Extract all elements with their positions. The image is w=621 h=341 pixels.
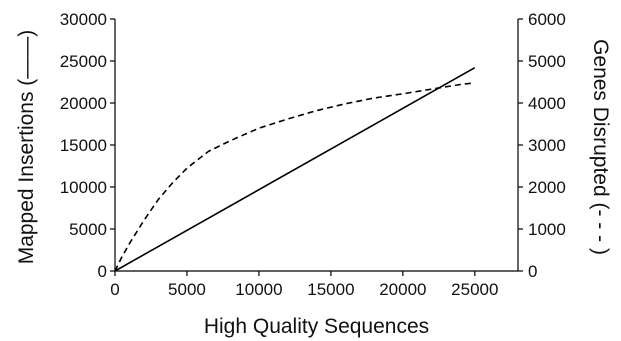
axes [115, 19, 518, 271]
y-left-tick-label: 10000 [60, 178, 107, 197]
y-right-tick-label: 6000 [528, 10, 566, 29]
y-right-tick-label: 1000 [528, 220, 566, 239]
x-tick-label: 5000 [168, 280, 206, 299]
y-left-tick-label: 5000 [69, 220, 107, 239]
y-left-axis-title: Mapped Insertions (——) [15, 30, 38, 265]
y-left-tick-label: 30000 [60, 10, 107, 29]
y-left-tick-label: 15000 [60, 136, 107, 155]
y-left-tick-label: 20000 [60, 94, 107, 113]
x-tick-label: 25000 [451, 280, 498, 299]
y-right-tick-label: 4000 [528, 94, 566, 113]
ticks: 0 5000 10000 15000 20000 25000050001000015000… [60, 10, 566, 299]
y-right-tick-label: 3000 [528, 136, 566, 155]
y-right-tick-label: 0 [528, 262, 537, 281]
mapped-insertions-line [115, 68, 475, 271]
x-tick-label: 10000 [235, 280, 282, 299]
x-axis-title: High Quality Sequences [204, 315, 429, 338]
series [115, 68, 475, 271]
x-tick-label: 20000 [379, 280, 426, 299]
y-right-tick-label: 5000 [528, 52, 566, 71]
y-left-tick-label: 0 [98, 262, 107, 281]
genes-disrupted-line [115, 83, 475, 271]
x-tick-label: 0 [110, 280, 119, 299]
x-tick-label: 15000 [307, 280, 354, 299]
y-left-tick-label: 25000 [60, 52, 107, 71]
y-right-tick-label: 2000 [528, 178, 566, 197]
y-right-axis-title: Genes Disrupted (- - - ) [589, 39, 612, 255]
